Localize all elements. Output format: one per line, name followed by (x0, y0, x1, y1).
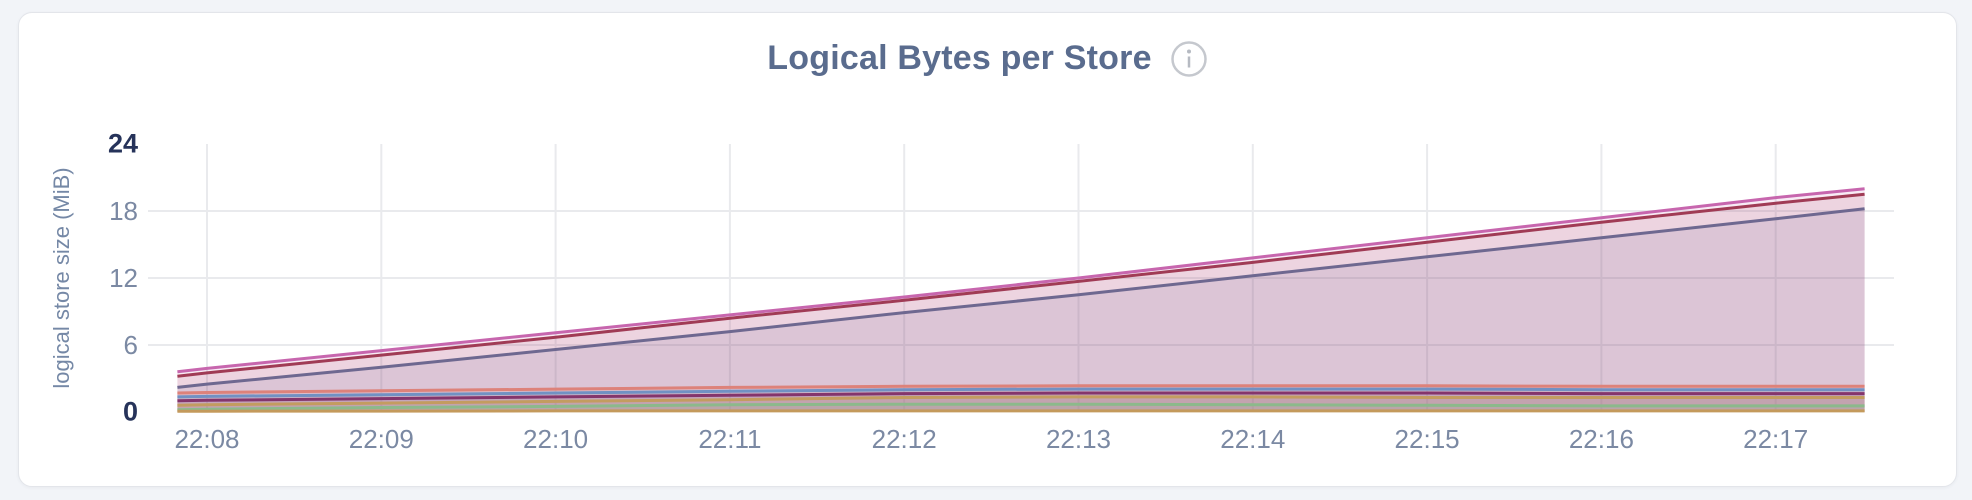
series-line-series-6 (177, 391, 1865, 403)
series-line-series-5 (177, 387, 1865, 399)
series-fill-series-2 (177, 194, 1865, 412)
series-line-series-4 (177, 384, 1865, 395)
y-tick-label: 6 (123, 330, 138, 360)
series-line-series-8 (177, 402, 1865, 412)
info-icon[interactable] (1170, 40, 1208, 78)
chart-plot-area[interactable] (148, 144, 1894, 416)
chart-title: Logical Bytes per Store (767, 39, 1152, 77)
x-tick-label: 22:12 (871, 424, 937, 454)
y-tick-label: 24 (107, 128, 138, 159)
chart-header: Logical Bytes per Store (19, 39, 1956, 78)
series-line-series-7 (177, 395, 1865, 407)
x-tick-label: 22:08 (174, 424, 240, 454)
x-tick-label: 22:14 (1220, 424, 1286, 454)
x-tick-label: 22:17 (1743, 424, 1809, 454)
x-tick-label: 22:16 (1568, 424, 1634, 454)
y-tick-label: 18 (109, 196, 138, 226)
x-tick-label: 22:09 (348, 424, 414, 454)
series-line-series-3 (177, 207, 1865, 389)
y-tick-label: 0 (122, 396, 138, 427)
x-tick-label: 22:15 (1394, 424, 1460, 454)
chart-card: Logical Bytes per Store logical store si… (18, 12, 1957, 487)
y-tick-label: 12 (109, 263, 138, 293)
series-line-series-1 (177, 187, 1865, 374)
x-tick-label: 22:10 (523, 424, 589, 454)
series-fill-series-3 (177, 208, 1865, 412)
series-line-series-2 (177, 192, 1865, 378)
x-tick-label: 22:11 (698, 424, 762, 454)
x-tick-label: 22:13 (1045, 424, 1112, 454)
